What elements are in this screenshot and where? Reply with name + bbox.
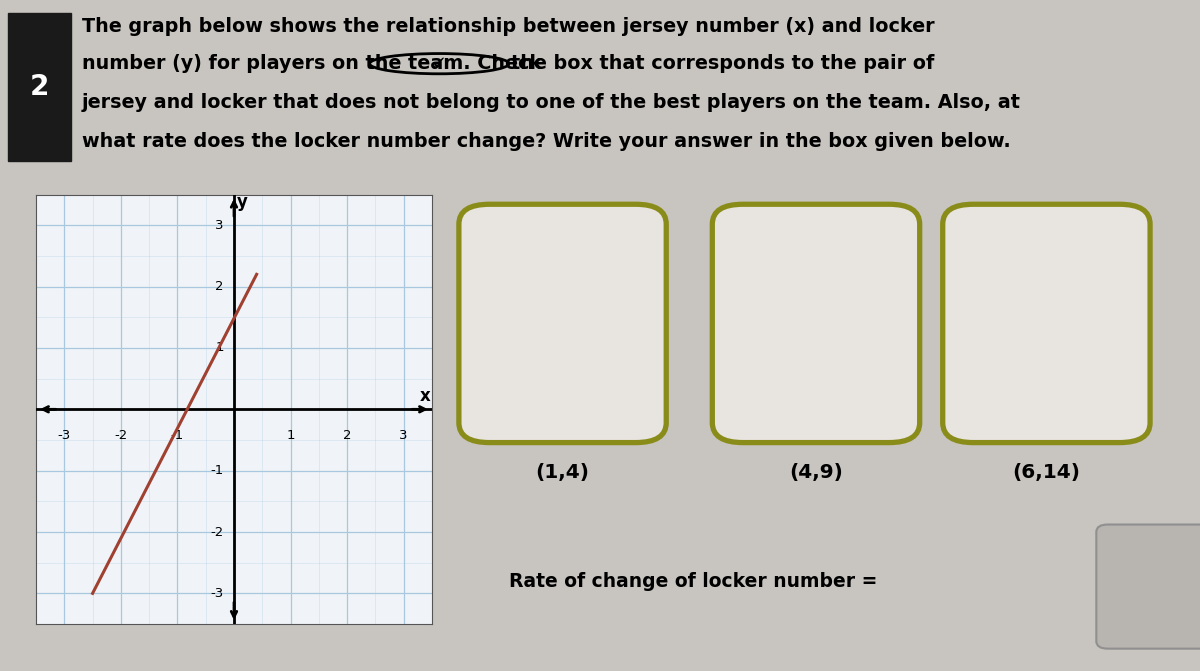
Text: 2: 2 [343, 429, 352, 442]
Text: 3: 3 [215, 219, 224, 231]
Text: -3: -3 [210, 587, 224, 600]
Text: ✓: ✓ [432, 54, 446, 72]
Text: -1: -1 [210, 464, 224, 477]
FancyBboxPatch shape [1097, 525, 1200, 649]
Text: -3: -3 [58, 429, 71, 442]
Text: 1: 1 [215, 342, 224, 354]
Text: number (y) for players on the team. Check: number (y) for players on the team. Chec… [82, 54, 541, 73]
Text: 3: 3 [400, 429, 408, 442]
Text: (4,9): (4,9) [790, 463, 842, 482]
Text: 1: 1 [287, 429, 295, 442]
Text: 2: 2 [215, 280, 224, 293]
Text: 2: 2 [30, 73, 49, 101]
Text: -2: -2 [210, 525, 224, 539]
Text: x: x [420, 386, 431, 405]
FancyBboxPatch shape [458, 204, 666, 443]
Text: Rate of change of locker number =: Rate of change of locker number = [509, 572, 877, 591]
Text: (1,4): (1,4) [535, 463, 589, 482]
Text: the box that corresponds to the pair of: the box that corresponds to the pair of [511, 54, 935, 73]
FancyBboxPatch shape [8, 13, 71, 161]
Text: The graph below shows the relationship between jersey number (x) and locker: The graph below shows the relationship b… [82, 17, 935, 36]
Text: y: y [236, 193, 247, 211]
Text: (6,14): (6,14) [1013, 463, 1080, 482]
Text: -1: -1 [170, 429, 184, 442]
FancyBboxPatch shape [713, 204, 919, 443]
Text: jersey and locker that does not belong to one of the best players on the team. A: jersey and locker that does not belong t… [82, 93, 1020, 113]
Text: what rate does the locker number change? Write your answer in the box given belo: what rate does the locker number change?… [82, 132, 1010, 151]
FancyBboxPatch shape [943, 204, 1150, 443]
Text: -2: -2 [114, 429, 127, 442]
